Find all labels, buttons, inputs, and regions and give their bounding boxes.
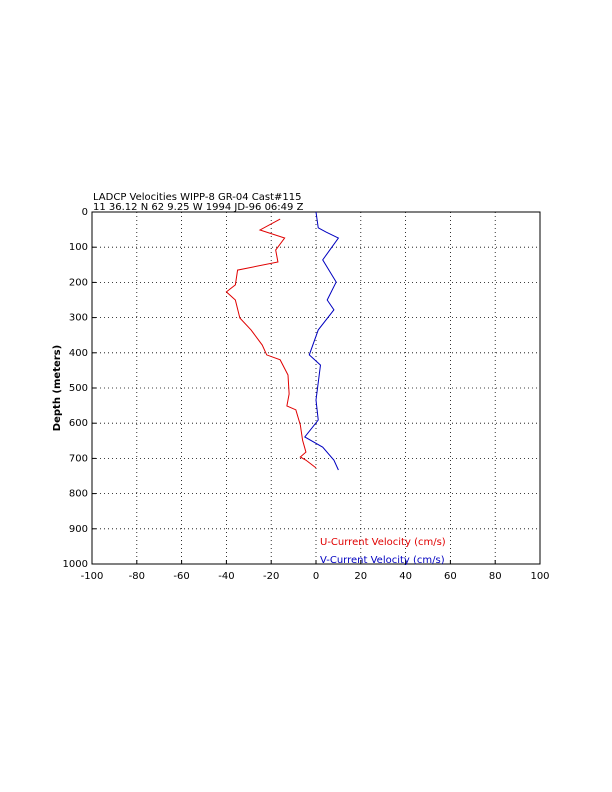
legend-label: V-Current Velocity (cm/s) <box>320 555 445 566</box>
x-tick-label: -80 <box>129 571 145 582</box>
x-tick-label: 40 <box>399 571 412 582</box>
x-tick-label: 80 <box>489 571 502 582</box>
y-tick-label: 700 <box>69 453 88 464</box>
y-tick-label: 100 <box>69 242 88 253</box>
y-tick-label: 0 <box>82 207 88 218</box>
y-tick-label: 500 <box>69 383 88 394</box>
y-tick-label: 900 <box>69 524 88 535</box>
y-axis-label: Depth (meters) <box>52 345 63 431</box>
x-tick-label: 60 <box>444 571 457 582</box>
x-tick-label: 100 <box>530 571 549 582</box>
y-tick-label: 300 <box>69 313 88 324</box>
y-tick-label: 800 <box>69 489 88 500</box>
x-tick-label: -60 <box>173 571 189 582</box>
chart-subtitle: 11 36.12 N 62 9.25 W 1994 JD-96 06:49 Z <box>93 202 304 213</box>
x-tick-label: 0 <box>313 571 319 582</box>
x-tick-label: 20 <box>354 571 367 582</box>
y-tick-label: 1000 <box>63 559 88 570</box>
y-tick-label: 400 <box>69 348 88 359</box>
x-tick-label: -40 <box>218 571 234 582</box>
chart-title: LADCP Velocities WIPP-8 GR-04 Cast#115 <box>93 192 302 203</box>
y-tick-label: 600 <box>69 418 88 429</box>
y-tick-label: 200 <box>69 277 88 288</box>
series-line <box>304 211 340 471</box>
legend-label: U-Current Velocity (cm/s) <box>320 537 446 548</box>
x-tick-label: -20 <box>263 571 279 582</box>
series-line <box>225 218 317 469</box>
x-tick-label: -100 <box>81 571 104 582</box>
